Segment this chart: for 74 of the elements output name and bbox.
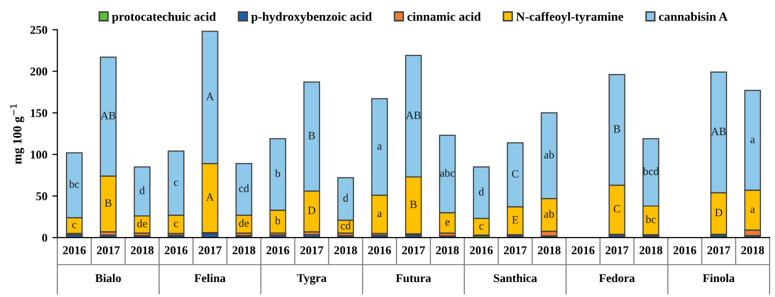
data-label: a (377, 212, 382, 218)
legend-label: N-caffeoyl-tyramine (516, 12, 624, 24)
data-label: d (140, 186, 145, 194)
data-label: B (308, 132, 315, 140)
x-tick-label: 2017 (402, 246, 425, 254)
data-label: c (174, 180, 178, 186)
data-label: d (343, 194, 348, 202)
data-label: e (445, 220, 450, 226)
data-label: bc (646, 215, 656, 224)
text: Finola (702, 274, 735, 282)
x-tick-label: 2018 (130, 246, 154, 254)
y-axis-title: mg 100 g$^{−1}$ (10, 104, 24, 164)
y-tick-label: 250 (30, 26, 48, 34)
data-label: de (137, 219, 147, 228)
data-label: cd (340, 222, 351, 230)
data-label: C (614, 205, 620, 213)
x-tick-label: 2017 (504, 246, 527, 254)
data-label: d (478, 188, 484, 196)
y-tick-label: 100 (30, 150, 48, 159)
x-tick-label: 2016 (470, 246, 493, 254)
text: Santhica (494, 274, 538, 282)
data-label: A (206, 92, 214, 100)
text: Futura (396, 274, 431, 282)
x-tick-label: 2016 (368, 246, 392, 254)
y-tick-label: 0 (42, 234, 48, 242)
data-label: c (174, 222, 178, 228)
x-tick-label: 2017 (300, 246, 324, 254)
data-label: C (512, 170, 518, 178)
data-label: cd (239, 184, 249, 192)
y-tick-label: 200 (30, 68, 48, 76)
legend-label: cinnamic acid (407, 12, 481, 21)
data-label: b (275, 169, 280, 178)
x-tick-label: 2016 (572, 246, 594, 254)
data-label: A (206, 193, 214, 201)
data-label: b (275, 216, 280, 224)
legend-label: cannabisin A (658, 12, 728, 21)
data-label: c (72, 222, 76, 228)
text: Tygra (296, 274, 327, 285)
x-tick-label: 2017 (96, 246, 120, 254)
data-label: B (614, 125, 620, 133)
data-label: a (750, 138, 755, 144)
y-tick-label: 150 (30, 109, 48, 118)
legend-label: protocatechuic acid (112, 12, 216, 24)
data-label: a (377, 144, 382, 150)
text: Felina (194, 274, 226, 282)
x-tick-label: 2018 (538, 246, 561, 254)
data-label: ab (544, 210, 554, 218)
data-label: D (308, 206, 316, 214)
text: Fedora (599, 274, 635, 282)
legend-label: p-hydroxybenzoic acid (251, 12, 372, 24)
x-tick-label: 2017 (707, 246, 730, 254)
x-tick-label: 2017 (198, 246, 222, 254)
x-tick-label: 2017 (606, 246, 628, 254)
data-label: D (715, 208, 722, 216)
data-label: B (410, 200, 417, 208)
x-tick-label: 2018 (741, 246, 764, 254)
x-tick-label: 2016 (63, 246, 86, 254)
x-tick-label: 2016 (266, 246, 290, 254)
x-tick-label: 2018 (232, 246, 256, 254)
data-label: B (104, 199, 112, 207)
data-label: a (750, 208, 755, 213)
data-label: bc (69, 180, 80, 188)
y-tick-label: 50 (36, 192, 48, 200)
x-tick-label: 2018 (640, 246, 662, 254)
data-label: c (479, 224, 484, 230)
text: Bialo (95, 274, 121, 282)
data-label: de (239, 219, 249, 227)
x-tick-label: 2016 (673, 246, 696, 254)
data-label: AB (406, 112, 421, 119)
x-tick-label: 2018 (334, 246, 358, 254)
x-tick-label: 2018 (436, 246, 459, 254)
data-label: E (512, 216, 518, 224)
x-tick-label: 2016 (164, 246, 188, 254)
data-label: ab (544, 150, 554, 158)
